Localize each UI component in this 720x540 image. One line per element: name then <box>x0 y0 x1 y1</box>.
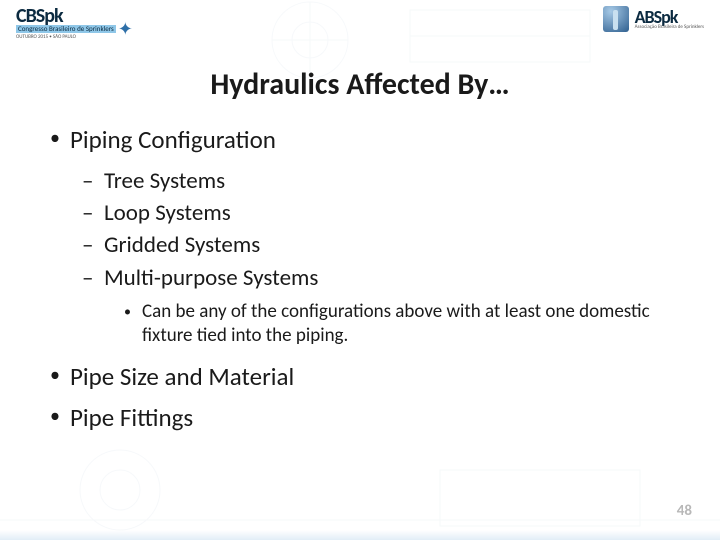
logo-cbspk-tagline: Congresso Brasileiro de Sprinklers <box>16 25 116 33</box>
slide-body: Piping Configuration Tree Systems Loop S… <box>44 124 680 443</box>
sprinkler-icon <box>603 6 629 32</box>
bullet-l2: Tree Systems <box>82 165 680 197</box>
logo-cbspk: CBSpk Congresso Brasileiro de Sprinklers… <box>16 6 133 40</box>
bullet-l2: Gridded Systems <box>82 229 680 261</box>
logo-abspk-text: ABSpk <box>635 9 704 25</box>
slide-header: CBSpk Congresso Brasileiro de Sprinklers… <box>0 0 720 60</box>
logo-cbspk-sub: OUTUBRO 2015 • SÃO PAULO <box>16 35 116 40</box>
bullet-l1: Pipe Fittings <box>44 402 680 433</box>
page-number: 48 <box>677 502 692 520</box>
bullet-l1: Piping Configuration <box>44 124 680 155</box>
logo-cbspk-text: CBSpk <box>16 7 116 25</box>
bullet-l1: Pipe Size and Material <box>44 361 680 392</box>
bottom-gradient <box>0 530 720 540</box>
bullet-l2: Loop Systems <box>82 197 680 229</box>
logo-abspk-sub: Associação Brasileira de Sprinklers <box>635 25 704 30</box>
bullet-l2: Multi-purpose Systems <box>82 262 680 294</box>
logo-abspk: ABSpk Associação Brasileira de Sprinkler… <box>603 6 704 32</box>
swirl-icon: ✦ <box>118 18 133 40</box>
slide-title: Hydraulics Affected By… <box>0 66 720 103</box>
bullet-l3: Can be any of the configurations above w… <box>122 300 680 349</box>
